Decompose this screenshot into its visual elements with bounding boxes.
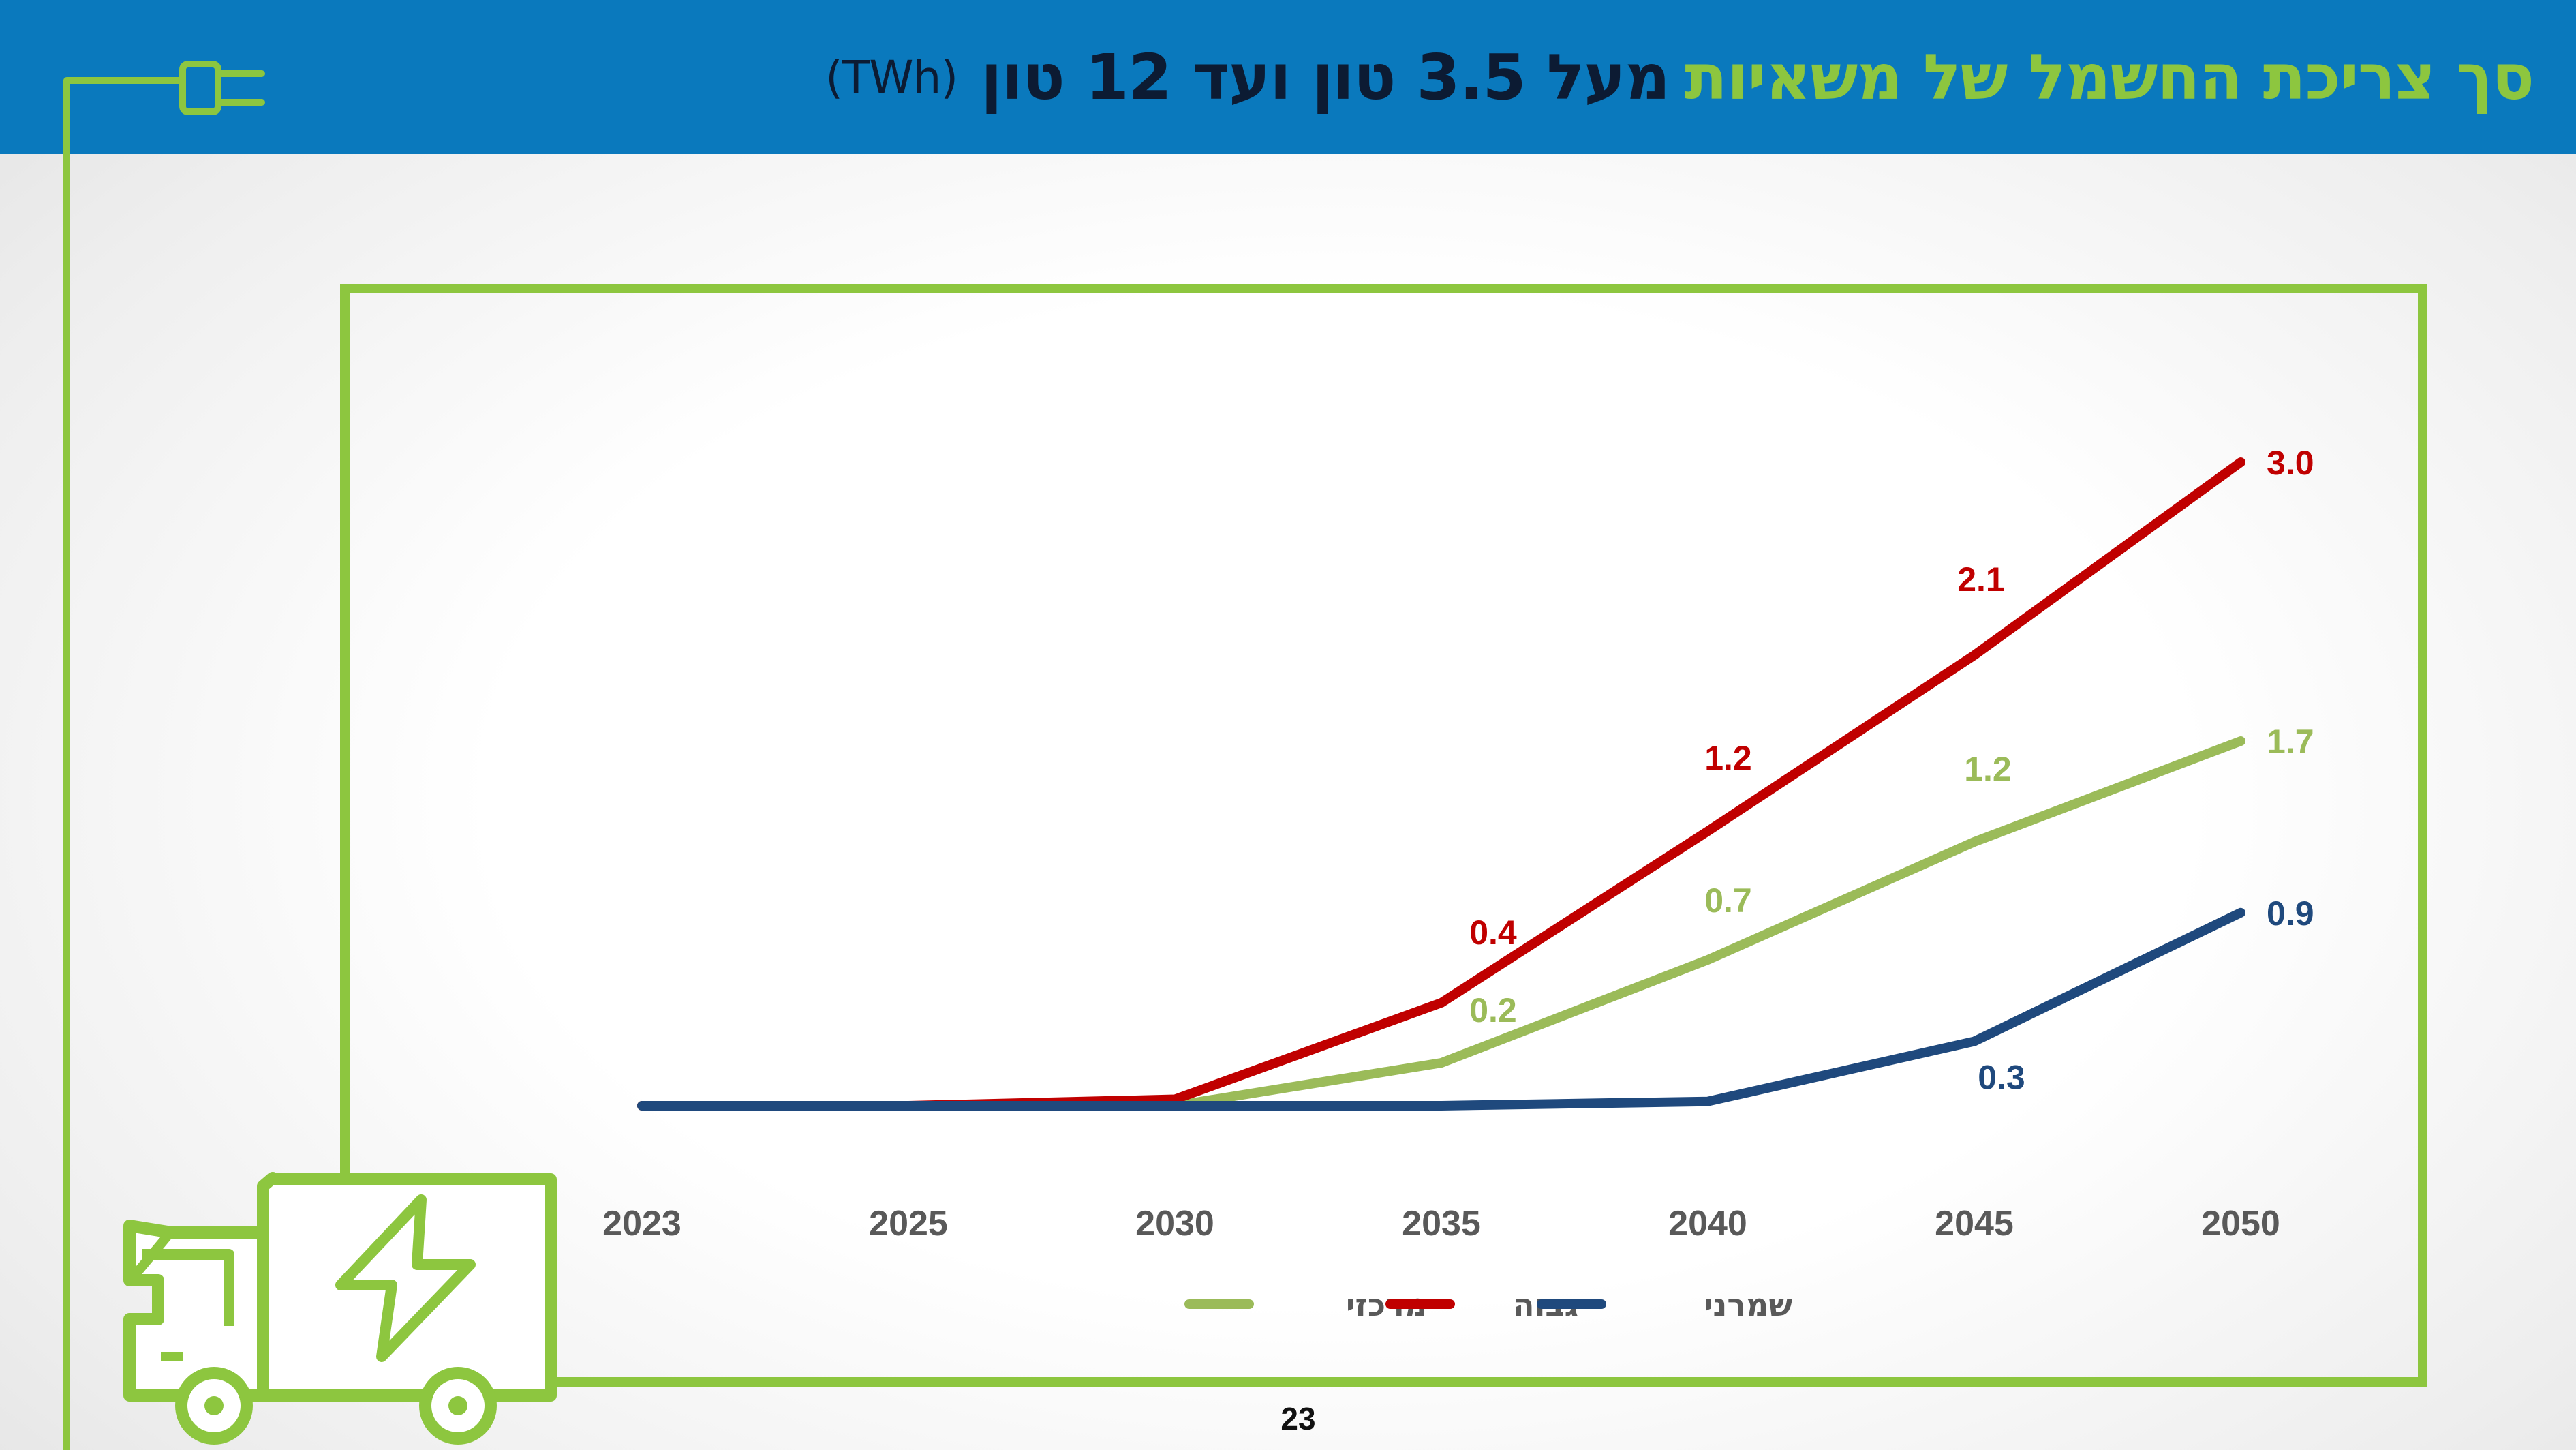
electric-truck-icon (123, 1172, 557, 1445)
title-dark-part: מעל 3.5 טון ועד 12 טון (981, 40, 1670, 114)
x-tick-label-2045: 2045 (1935, 1204, 2014, 1243)
data-label-center-2040: 0.7 (1704, 881, 1752, 920)
page-number: 23 (1281, 1401, 1316, 1436)
data-label-high-2050: 3.0 (2267, 444, 2314, 482)
data-label-high-2035: 0.4 (1469, 913, 1517, 952)
page-title: סך צריכת החשמל של משאיות מעל 3.5 טון ועד… (825, 0, 2534, 154)
lightning-bolt-icon (335, 1194, 476, 1362)
legend: מרכזיגבוהשמרני (1184, 1286, 1792, 1323)
header-bar: סך צריכת החשמל של משאיות מעל 3.5 טון ועד… (0, 0, 2576, 154)
x-axis: 2023 2025 2030 2035 2040 2045 2050 (602, 1204, 2280, 1243)
series-line-center (637, 736, 2245, 1111)
series-layer (637, 457, 2245, 1111)
data-label-center-2050: 1.7 (2267, 723, 2314, 761)
data-labels: 0.2 0.7 1.2 1.7 0.4 1.2 2.1 3.0 0.3 0.9 (1469, 444, 2314, 1097)
data-label-conservative-2050: 0.9 (2267, 894, 2314, 933)
x-tick-label-2050: 2050 (2201, 1204, 2280, 1243)
data-label-center-2045: 1.2 (1964, 750, 2012, 788)
title-unit: (TWh) (825, 50, 958, 104)
data-label-conservative-2045: 0.3 (1978, 1059, 2025, 1097)
plug-icon (63, 61, 265, 1450)
data-label-center-2035: 0.2 (1469, 991, 1517, 1029)
x-tick-label-2040: 2040 (1668, 1204, 1747, 1243)
x-tick-label-2030: 2030 (1135, 1204, 1214, 1243)
x-tick-label-2023: 2023 (602, 1204, 681, 1243)
x-tick-label-2025: 2025 (869, 1204, 948, 1243)
chart-frame (340, 284, 2427, 1387)
x-tick-label-2035: 2035 (1402, 1204, 1481, 1243)
data-label-high-2040: 1.2 (1704, 739, 1752, 777)
title-green-part: סך צריכת החשמל של משאיות (1685, 40, 2534, 114)
legend-label-conservative: שמרני (1704, 1286, 1792, 1323)
data-label-high-2045: 2.1 (1957, 560, 2005, 599)
series-line-conservative (637, 907, 2245, 1111)
